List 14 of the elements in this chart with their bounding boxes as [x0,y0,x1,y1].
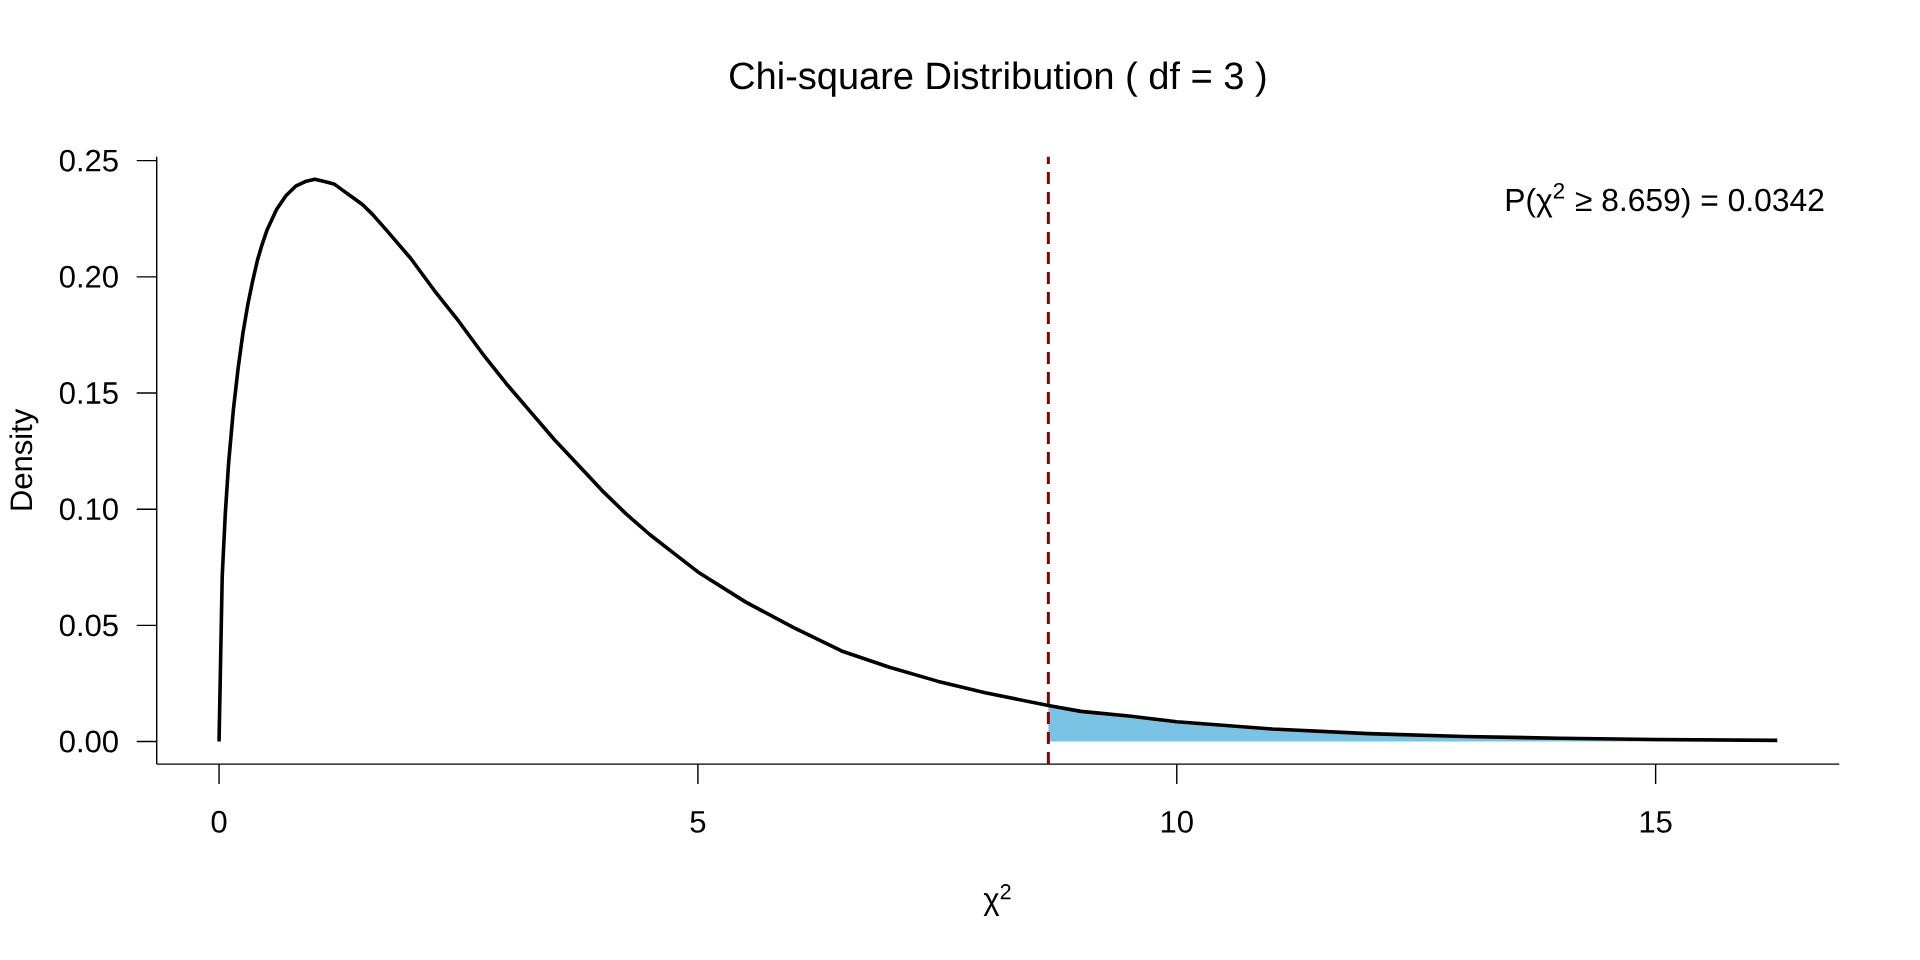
y-tick-label: 0.20 [59,265,118,288]
y-tick-label: 0.00 [59,730,118,753]
chart-title: Chi-square Distribution ( df = 3 ) [730,61,1266,97]
x-tick-label: 10 [1161,810,1193,833]
y-tick-label: 0.05 [59,614,118,637]
y-tick-label: 0.15 [59,382,118,404]
annotation: P(χ$^{2}$ ≥ 8.659) = 0.0342 [1506,182,1824,218]
x-tick-label: 0 [211,810,227,833]
y-tick-label: 0.25 [59,149,118,172]
y-axis-title: Density [9,408,39,510]
y-tick-label: 0.10 [59,498,118,521]
x-tick-label: 15 [1640,811,1672,833]
x-tick-label: 5 [690,811,706,833]
x-axis-title: χ$^{2}$ [983,884,1011,917]
